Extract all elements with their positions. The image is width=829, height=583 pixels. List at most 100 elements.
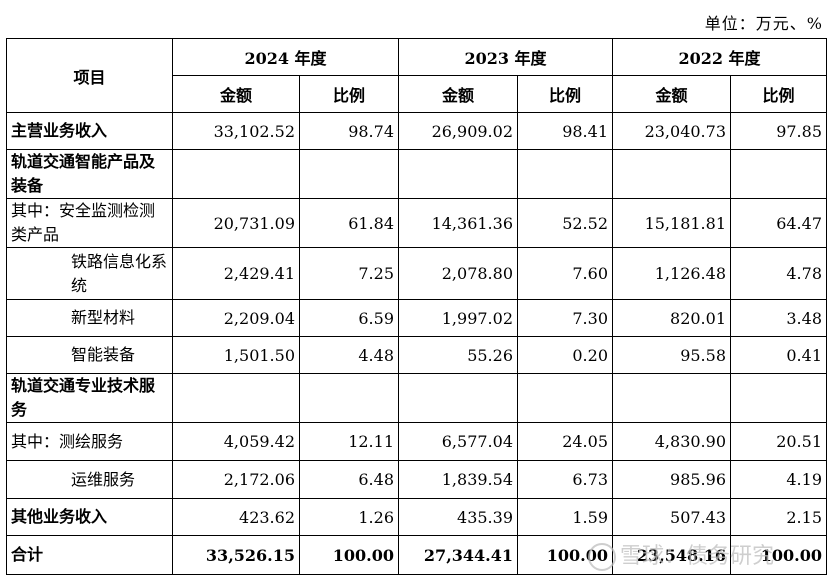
table-row: 运维服务 2,172.06 6.48 1,839.54 6.73 985.96 4.19 [6,460,827,499]
table-row: 主营业务收入 33,102.52 98.74 26,909.02 98.41 23,040… [6,112,827,150]
table-row: 新型材料 2,209.04 6.59 1,997.02 7.30 820.01 3.48 [6,299,827,337]
ratio-cell [730,149,827,199]
table-row: 智能装备 1,501.50 4.48 55.26 0.20 95.58 0.41 [6,336,827,374]
ratio-cell: 61.84 [299,198,399,248]
ratio-cell: 4.48 [299,336,399,374]
amount-cell: 1,839.54 [398,460,518,499]
header-amount: 金额 [612,75,731,113]
ratio-cell: 0.41 [730,336,827,374]
amount-cell [398,373,518,423]
ratio-cell [730,373,827,423]
amount-cell: 2,078.80 [398,247,518,300]
revenue-table: 项目 2024 年度 2023 年度 2022 年度 金额 比例 金额 比例 金… [6,38,827,575]
ratio-cell: 0.20 [517,336,613,374]
table-row: 轨道交通专业技术服务 [6,373,827,423]
amount-cell: 423.62 [172,498,300,536]
ratio-cell: 100.00 [730,535,827,575]
amount-cell [172,149,300,199]
amount-cell: 1,997.02 [398,299,518,337]
header-ratio: 比例 [730,75,827,113]
row-label: 智能装备 [6,336,173,374]
amount-cell: 435.39 [398,498,518,536]
amount-cell: 15,181.81 [612,198,731,248]
ratio-cell: 6.48 [299,460,399,499]
ratio-cell: 98.41 [517,112,613,150]
row-label: 合计 [6,535,173,575]
amount-cell: 95.58 [612,336,731,374]
ratio-cell [299,373,399,423]
table-row: 铁路信息化系统 2,429.41 7.25 2,078.80 7.60 1,126.48 4… [6,247,827,300]
ratio-cell [517,373,613,423]
ratio-cell: 1.59 [517,498,613,536]
amount-cell: 2,429.41 [172,247,300,300]
header-year-2023: 2023 年度 [398,38,613,76]
ratio-cell: 4.19 [730,460,827,499]
ratio-cell: 6.59 [299,299,399,337]
amount-cell: 2,172.06 [172,460,300,499]
row-label: 轨道交通智能产品及装备 [6,149,173,199]
amount-cell: 26,909.02 [398,112,518,150]
ratio-cell: 24.05 [517,422,613,461]
ratio-cell: 2.15 [730,498,827,536]
ratio-cell [517,149,613,199]
amount-cell: 1,501.50 [172,336,300,374]
ratio-cell: 7.30 [517,299,613,337]
row-label: 运维服务 [6,460,173,499]
amount-cell [612,373,731,423]
ratio-cell: 98.74 [299,112,399,150]
amount-cell: 820.01 [612,299,731,337]
header-amount: 金额 [398,75,518,113]
row-label: 其他业务收入 [6,498,173,536]
table-row: 其他业务收入 423.62 1.26 435.39 1.59 507.43 2.15 [6,498,827,536]
amount-cell: 23,548.16 [612,535,731,575]
ratio-cell: 52.52 [517,198,613,248]
header-year-2022: 2022 年度 [612,38,827,76]
ratio-cell: 7.60 [517,247,613,300]
amount-cell: 14,361.36 [398,198,518,248]
header-ratio: 比例 [517,75,613,113]
unit-label: 单位：万元、% [704,14,823,33]
ratio-cell: 100.00 [517,535,613,575]
ratio-cell [299,149,399,199]
amount-cell: 23,040.73 [612,112,731,150]
amount-cell: 4,830.90 [612,422,731,461]
header-amount: 金额 [172,75,300,113]
row-label: 主营业务收入 [6,112,173,150]
header-ratio: 比例 [299,75,399,113]
table-row: 其中：安全监测检测类产品 20,731.09 61.84 14,361.36 52.52… [6,198,827,248]
ratio-cell: 20.51 [730,422,827,461]
table-row: 合计 33,526.15 100.00 27,344.41 100.00 23,548.1… [6,535,827,575]
ratio-cell: 64.47 [730,198,827,248]
amount-cell: 507.43 [612,498,731,536]
ratio-cell: 6.73 [517,460,613,499]
amount-cell: 33,526.15 [172,535,300,575]
amount-cell: 20,731.09 [172,198,300,248]
ratio-cell: 100.00 [299,535,399,575]
amount-cell [172,373,300,423]
ratio-cell: 7.25 [299,247,399,300]
ratio-cell: 4.78 [730,247,827,300]
amount-cell: 1,126.48 [612,247,731,300]
row-label: 其中：安全监测检测类产品 [6,198,173,248]
amount-cell: 985.96 [612,460,731,499]
amount-cell: 4,059.42 [172,422,300,461]
table-row: 其中：测绘服务 4,059.42 12.11 6,577.04 24.05 4,830.9… [6,422,827,461]
amount-cell: 6,577.04 [398,422,518,461]
ratio-cell: 12.11 [299,422,399,461]
amount-cell [612,149,731,199]
amount-cell [398,149,518,199]
amount-cell: 27,344.41 [398,535,518,575]
row-label: 新型材料 [6,299,173,337]
ratio-cell: 1.26 [299,498,399,536]
amount-cell: 55.26 [398,336,518,374]
row-label: 轨道交通专业技术服务 [6,373,173,423]
ratio-cell: 3.48 [730,299,827,337]
amount-cell: 33,102.52 [172,112,300,150]
header-year-2024: 2024 年度 [172,38,399,76]
ratio-cell: 97.85 [730,112,827,150]
row-label: 其中：测绘服务 [6,422,173,461]
header-item: 项目 [6,38,173,113]
table-row: 轨道交通智能产品及装备 [6,149,827,199]
row-label: 铁路信息化系统 [6,247,173,300]
amount-cell: 2,209.04 [172,299,300,337]
